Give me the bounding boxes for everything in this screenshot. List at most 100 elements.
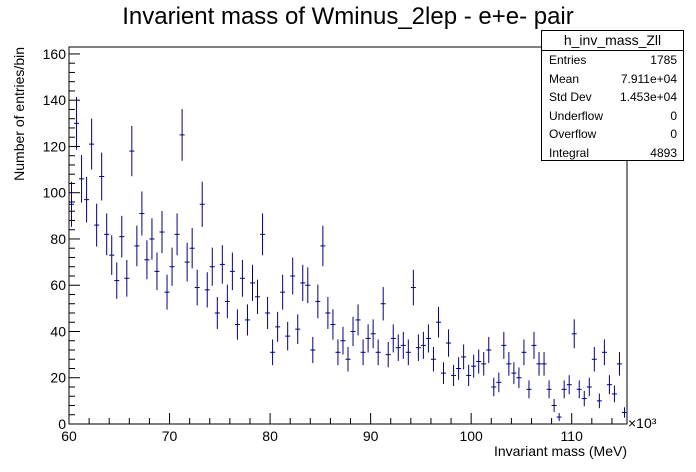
data-point (84, 176, 90, 223)
data-point (561, 380, 567, 399)
y-tick-label: 40 (50, 323, 66, 339)
stats-label: Mean (549, 71, 580, 86)
y-tick-label: 0 (58, 416, 66, 432)
y-tick-label: 140 (43, 92, 67, 108)
data-point (114, 262, 120, 299)
y-tick-label: 120 (43, 138, 67, 154)
data-point (380, 287, 386, 321)
data-point (275, 311, 281, 342)
data-point (531, 331, 537, 359)
data-point (571, 319, 577, 349)
data-point (395, 334, 401, 361)
data-point (586, 377, 592, 397)
data-point (199, 181, 205, 227)
data-point (280, 274, 286, 310)
data-point (451, 364, 457, 387)
data-point (204, 272, 210, 308)
data-point (109, 235, 115, 275)
data-point (521, 339, 527, 366)
data-point (566, 375, 572, 395)
data-point (606, 375, 612, 395)
data-point (74, 96, 80, 150)
data-point (516, 367, 522, 389)
data-point (446, 329, 452, 357)
data-point (375, 339, 381, 366)
data-point (441, 362, 447, 384)
x-axis-label: Invariant mass (MeV) (494, 443, 627, 459)
data-point (255, 279, 261, 314)
data-point (219, 245, 225, 284)
data-point (581, 390, 587, 407)
data-point (425, 324, 431, 353)
data-point (209, 247, 215, 286)
data-point (134, 225, 140, 267)
data-point (224, 284, 230, 319)
data-point (390, 324, 396, 353)
data-point (159, 210, 165, 254)
data-point (320, 225, 326, 267)
y-tick-label: 160 (43, 46, 67, 62)
data-point (229, 252, 235, 291)
data-point (456, 357, 462, 380)
data-point (526, 380, 532, 399)
data-point (596, 393, 602, 409)
data-point (541, 352, 547, 376)
data-point (350, 316, 356, 347)
data-point (300, 264, 306, 301)
stats-row: Underflow 0 (542, 107, 683, 126)
data-point (310, 336, 316, 364)
stats-value: 0 (670, 108, 677, 123)
data-point (104, 213, 110, 256)
data-point (295, 314, 301, 344)
x-tick-label: 100 (459, 428, 483, 444)
x-tick-label: 110 (561, 428, 584, 444)
data-point (164, 274, 170, 310)
stats-value: 0 (670, 127, 677, 141)
data-point (616, 352, 622, 376)
data-point (410, 269, 416, 306)
data-point (79, 155, 85, 203)
data-point (270, 339, 276, 366)
data-point (94, 203, 100, 247)
data-point (234, 309, 240, 340)
stats-label: Overflow (549, 127, 597, 141)
stats-value: 4893 (650, 145, 677, 160)
data-point (214, 296, 220, 330)
stats-value: 7.911e+04 (620, 71, 677, 86)
data-point (546, 380, 552, 399)
chart-title: Invarient mass of Wminus_2lep - e+e- pai… (122, 3, 574, 30)
data-point (511, 362, 517, 384)
data-point (420, 331, 426, 359)
x-axis: 60 70 80 90 100 110 (61, 413, 613, 444)
data-point (621, 407, 627, 418)
data-point (476, 349, 482, 374)
data-point (430, 347, 436, 372)
data-point (335, 339, 341, 366)
data-point (249, 264, 255, 301)
data-points (69, 96, 627, 422)
y-tick-label: 20 (50, 370, 66, 386)
data-point (290, 257, 296, 295)
stats-row: Std Dev 1.453e+04 (542, 88, 683, 107)
stats-row: Mean 7.911e+04 (542, 70, 683, 89)
data-point (189, 228, 195, 269)
stats-label: Underflow (549, 108, 604, 123)
data-point (285, 321, 291, 351)
stats-value: 1.453e+04 (619, 90, 677, 104)
data-point (591, 347, 597, 372)
x-tick-label: 90 (363, 428, 379, 444)
data-point (405, 339, 411, 366)
stats-label: Std Dev (549, 90, 592, 104)
data-point (154, 252, 160, 291)
stats-rows: Entries 1785 Mean 7.911e+04 Std Dev 1.453e+04… (542, 51, 683, 162)
data-point (244, 304, 250, 336)
plot-frame (68, 46, 628, 425)
stats-value: 1785 (650, 53, 677, 67)
data-point (491, 377, 497, 397)
data-point (501, 331, 507, 359)
data-point (119, 215, 125, 258)
data-point (556, 413, 562, 422)
data-point (486, 336, 492, 364)
data-point (129, 125, 135, 177)
stats-row: Entries 1785 (542, 51, 683, 70)
